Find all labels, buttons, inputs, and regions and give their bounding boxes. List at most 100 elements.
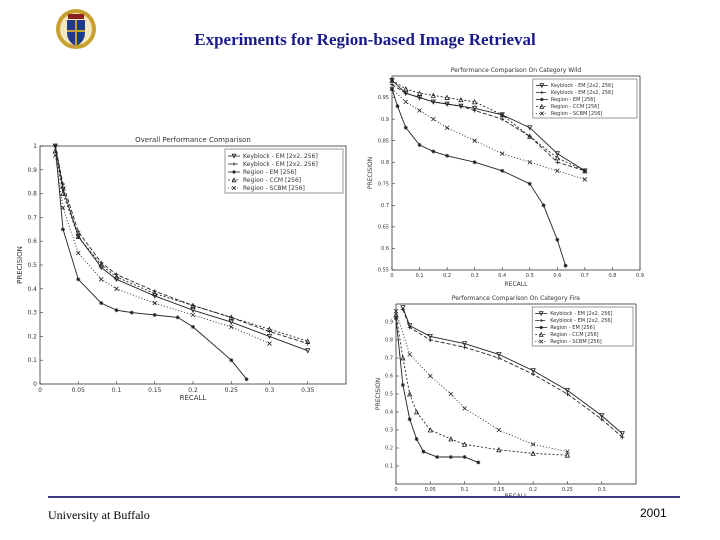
data-point (403, 86, 409, 92)
chart-title: Performance Comparison On Category Wild (451, 67, 582, 74)
x-tick-label: 0.25 (562, 487, 573, 493)
data-point (414, 437, 419, 441)
data-point (60, 205, 66, 211)
series-1 (400, 305, 625, 437)
legend-entry: Region - SCBM [256] (551, 111, 603, 117)
legend: Keyblock - EM [2x2, 256]Keyblock - EM [2… (531, 306, 634, 347)
legend-marker (539, 325, 543, 330)
legend-entry: Keyblock - EM [2x2, 256] (551, 83, 613, 89)
data-point (191, 324, 195, 329)
series-4 (389, 77, 588, 174)
series-line (402, 307, 623, 434)
data-point (554, 155, 560, 161)
data-point (129, 310, 134, 315)
legend-entry: Keyblock - EM [2x2, 256] (243, 153, 318, 160)
data-point (400, 307, 405, 312)
data-point (403, 99, 409, 105)
data-point (228, 324, 234, 330)
data-point (472, 98, 478, 105)
data-point (462, 455, 467, 459)
legend-entry: Region - SCBM [256] (243, 185, 305, 192)
y-tick-label: 0.8 (385, 338, 393, 344)
y-tick-label: 0.4 (27, 286, 37, 293)
x-tick-label: 0.3 (265, 387, 275, 394)
x-tick-label: 0.4 (498, 273, 506, 279)
legend-entry: Keyblock - EM [2x2, 256] (550, 318, 612, 324)
data-point (389, 77, 395, 83)
y-tick-label: 0.9 (385, 320, 393, 326)
data-point (75, 250, 81, 256)
data-point (152, 312, 157, 317)
y-tick-label: 0.3 (27, 310, 37, 317)
x-axis-label: RECALL (180, 394, 207, 402)
data-point (407, 352, 412, 357)
y-tick-label: 0.7 (381, 203, 389, 209)
y-tick-label: 0.8 (27, 191, 37, 198)
data-point (98, 276, 104, 282)
data-point (582, 177, 588, 182)
series-2 (400, 307, 625, 440)
data-point (619, 431, 625, 437)
data-point (407, 417, 412, 422)
y-tick-label: 0.85 (378, 138, 389, 144)
data-point (417, 142, 422, 147)
x-tick-label: 0 (38, 387, 42, 394)
data-point (530, 368, 536, 374)
y-tick-label: 0.95 (378, 95, 389, 101)
data-point (175, 315, 180, 320)
y-tick-label: 0.5 (27, 262, 37, 269)
data-point (461, 441, 468, 447)
data-point (428, 373, 433, 379)
data-point (190, 312, 196, 318)
data-point (52, 147, 58, 154)
series-line (54, 150, 308, 342)
data-point (400, 383, 405, 387)
series-5 (53, 153, 272, 346)
series-5 (389, 86, 588, 182)
data-point (229, 358, 234, 363)
data-point (244, 377, 249, 382)
legend-marker (539, 83, 545, 89)
x-tick-label: 0.2 (188, 387, 198, 394)
data-point (400, 355, 406, 361)
data-point (496, 446, 502, 453)
data-point (527, 125, 533, 131)
data-point (60, 227, 65, 232)
data-point (555, 160, 560, 165)
x-tick-label: 0 (390, 273, 393, 279)
chart-title: Performance Comparison On Category Fire (452, 295, 581, 302)
legend-entry: Keyblock - EM [2x2, 256] (550, 311, 612, 317)
data-point (427, 427, 433, 433)
data-point (53, 144, 58, 148)
y-tick-label: 0.5 (385, 392, 393, 398)
data-point (428, 338, 433, 342)
legend-marker (539, 103, 545, 109)
legend-box (532, 78, 638, 119)
legend-marker (539, 339, 544, 344)
data-point (472, 138, 477, 143)
data-point (403, 125, 408, 130)
data-point (60, 186, 66, 192)
legend-box (224, 148, 344, 194)
x-tick-label: 0.8 (608, 273, 616, 279)
y-tick-label: 0.9 (27, 167, 37, 174)
data-point (98, 262, 104, 268)
series-3 (53, 144, 249, 382)
legend-entry: Region - CCM [256] (550, 332, 598, 338)
x-tick-label: 0.2 (529, 487, 537, 493)
data-point (564, 388, 571, 394)
data-point (541, 203, 546, 208)
y-tick-label: 0.1 (385, 464, 393, 470)
y-tick-label: 0.8 (381, 160, 389, 166)
data-point (472, 105, 478, 112)
data-point (228, 319, 234, 326)
data-point (555, 168, 560, 174)
legend-entry: Region - EM [256] (550, 325, 595, 331)
legend-marker (540, 90, 544, 95)
y-axis-label: PRECISION (367, 157, 374, 189)
data-point (472, 160, 477, 165)
data-point (430, 92, 436, 98)
legend-entry: Region - SCBM [256] (550, 339, 602, 345)
data-point (444, 125, 450, 131)
y-tick-label: 0.4 (385, 410, 393, 416)
